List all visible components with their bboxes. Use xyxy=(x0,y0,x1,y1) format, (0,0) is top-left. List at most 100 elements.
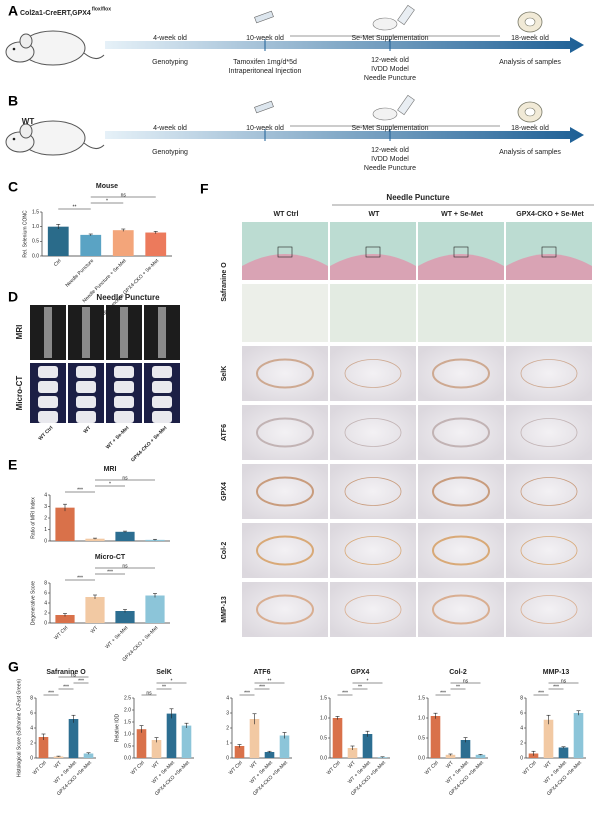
label: 4-week old xyxy=(153,35,187,42)
bar xyxy=(279,735,290,758)
label: G xyxy=(8,659,19,675)
ihc-stain xyxy=(256,417,314,448)
ihc-image xyxy=(330,523,416,578)
significance-label: ** xyxy=(268,678,272,684)
significance-label: *** xyxy=(63,684,69,690)
label: 12-week old xyxy=(371,147,409,154)
significance-label: *** xyxy=(107,569,113,575)
ihc-stain xyxy=(432,535,490,566)
ct-vertebra xyxy=(38,366,58,378)
x-tick-label: WT xyxy=(151,760,161,770)
bar xyxy=(166,713,177,758)
significance-label: ns xyxy=(146,690,152,696)
ct-vertebra xyxy=(76,396,96,408)
y-tick-label: 1.0 xyxy=(320,715,327,721)
chart-title: GPX4 xyxy=(351,669,370,676)
y-tick-label: 2 xyxy=(30,740,33,746)
ihc-image xyxy=(418,346,504,401)
y-tick-label: 2 xyxy=(44,610,47,616)
significance-label: ns xyxy=(122,475,128,481)
label: Se-Met Supplementation xyxy=(351,125,428,132)
label: Safranine O xyxy=(221,262,228,302)
bar xyxy=(445,754,456,758)
bar xyxy=(55,615,75,623)
mouse-eye xyxy=(12,137,16,141)
label: WT + Se-Met xyxy=(441,211,483,218)
significance-label: *** xyxy=(48,690,54,696)
mri-spine xyxy=(82,307,90,358)
bar xyxy=(55,507,75,541)
bar xyxy=(85,538,105,541)
bar xyxy=(145,232,167,256)
label: Analysis of samples xyxy=(499,149,561,156)
chart-title: SelK xyxy=(156,669,172,676)
zoom-box xyxy=(277,246,293,258)
mouse-ear xyxy=(19,33,33,49)
safranin-zoom xyxy=(242,284,328,342)
x-tick-label: WT xyxy=(53,760,63,770)
label: WT xyxy=(22,117,35,126)
mouse-tail xyxy=(83,52,105,59)
label: Col-2 xyxy=(221,542,228,560)
significance-label: * xyxy=(106,198,108,204)
safranin-zoom xyxy=(330,284,416,342)
ihc-image xyxy=(242,582,328,637)
significance-label: *** xyxy=(538,690,544,696)
label: 10-week old xyxy=(246,125,284,132)
label: Col2a1-CreERT,GPX4 xyxy=(20,10,91,17)
label: ATF6 xyxy=(221,424,228,441)
y-tick-label: 1.0 xyxy=(32,224,39,230)
significance-label: ns xyxy=(463,678,469,684)
bar xyxy=(558,747,569,758)
ihc-image xyxy=(506,523,592,578)
y-tick-label: 3 xyxy=(226,710,229,716)
y-tick-label: 8 xyxy=(30,695,33,701)
y-tick-label: 1.5 xyxy=(320,695,327,701)
bar xyxy=(136,729,147,758)
mouse-ear xyxy=(19,123,33,139)
bar xyxy=(53,756,64,758)
y-tick-label: 8 xyxy=(520,695,523,701)
zoom-box xyxy=(541,246,557,258)
label: Micro-CT xyxy=(15,376,24,411)
ct-vertebra xyxy=(38,411,58,423)
ihc-image xyxy=(506,464,592,519)
significance-label: ns xyxy=(121,192,127,198)
label: B xyxy=(8,93,18,109)
y-tick-label: 4 xyxy=(44,492,47,498)
significance-label: *** xyxy=(440,690,446,696)
significance-label: ** xyxy=(73,204,77,210)
label: Needle Puncture xyxy=(386,193,450,202)
mouse-icon xyxy=(372,107,398,121)
x-tick-label: WT xyxy=(249,760,259,770)
ct-vertebra xyxy=(152,396,172,408)
y-tick-label: 4 xyxy=(520,725,523,731)
ihc-stain xyxy=(520,418,578,447)
y-tick-label: 0.0 xyxy=(418,755,425,761)
y-tick-label: 2 xyxy=(226,725,229,731)
chart-title: Mouse xyxy=(96,183,118,190)
ihc-image xyxy=(242,405,328,460)
y-tick-label: 4 xyxy=(44,600,47,606)
ct-vertebra xyxy=(114,411,134,423)
mouse-tail xyxy=(83,142,105,149)
chart-title: Micro-CT xyxy=(95,554,126,561)
bar xyxy=(573,713,584,758)
bar xyxy=(151,740,162,758)
y-tick-label: 4 xyxy=(226,695,229,701)
safranin-zoom xyxy=(418,284,504,342)
y-axis-label: Histological Score (Safranine O-Fast Gre… xyxy=(16,679,22,777)
syringe xyxy=(254,10,274,24)
ct-vertebra xyxy=(114,396,134,408)
label: Needle Puncture xyxy=(364,75,416,82)
y-tick-label: 0 xyxy=(44,620,47,626)
y-tick-label: 6 xyxy=(520,710,523,716)
mri-spine xyxy=(120,307,128,358)
label: E xyxy=(8,457,17,473)
ihc-image xyxy=(506,346,592,401)
ihc-stain xyxy=(520,477,578,506)
label: WT xyxy=(369,211,381,218)
chart-title: MMP-13 xyxy=(543,669,570,676)
ihc-stain xyxy=(432,476,490,507)
significance-label: *** xyxy=(244,690,250,696)
